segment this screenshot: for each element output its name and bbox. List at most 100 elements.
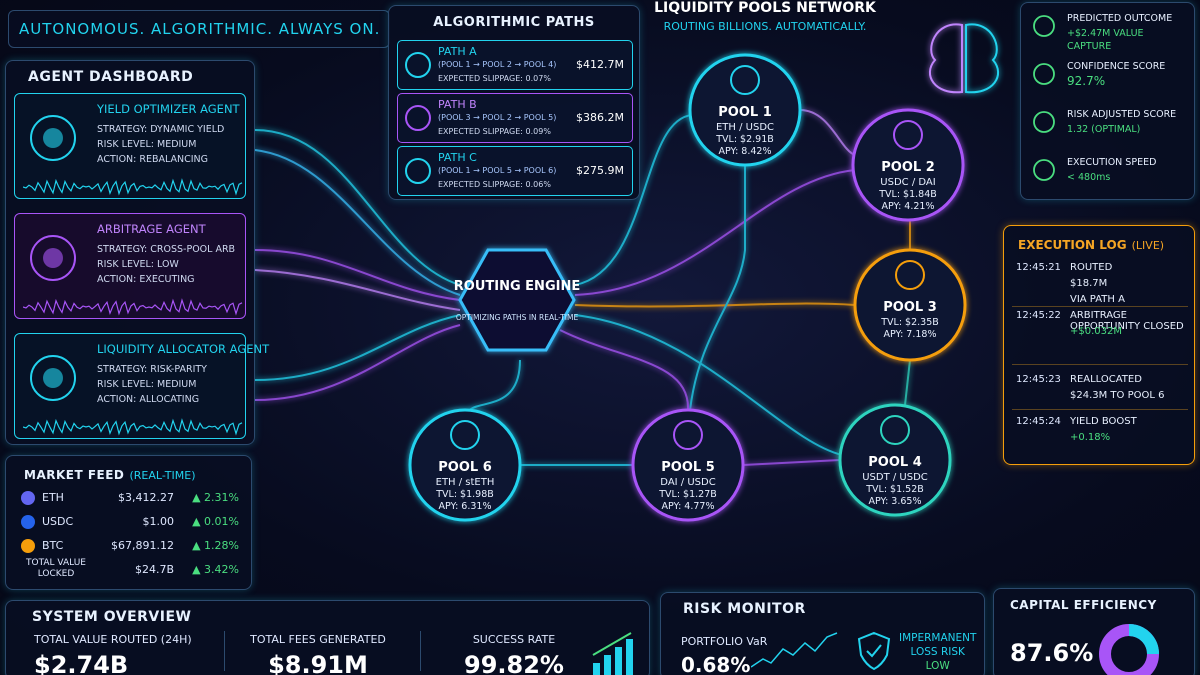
path-name: PATH A bbox=[438, 45, 477, 58]
pool-tvl: TVL: $1.27B bbox=[658, 489, 717, 500]
metric-icon bbox=[1033, 15, 1055, 37]
pool-circle bbox=[853, 248, 967, 362]
metric: RISK ADJUSTED SCORE 1.32 (OPTIMAL) bbox=[1021, 105, 1194, 151]
pool-circle bbox=[851, 108, 965, 222]
metric-icon bbox=[1033, 63, 1055, 85]
icon-core bbox=[43, 248, 63, 268]
log-time: 12:45:23 bbox=[1016, 374, 1061, 385]
panel-title: AGENT DASHBOARD bbox=[28, 69, 194, 85]
waveform bbox=[23, 418, 243, 436]
pool-pair: ETH / stETH bbox=[436, 477, 495, 488]
change: ▲ 1.28% bbox=[192, 539, 239, 552]
var-value: 0.68% bbox=[681, 653, 751, 675]
panel-title: CAPITAL EFFICIENCY bbox=[1010, 598, 1157, 612]
feed-row: BTC $67,891.12 ▲ 1.28% bbox=[6, 536, 251, 558]
price: $24.7B bbox=[134, 563, 174, 576]
log-line: VIA PATH A bbox=[1070, 294, 1125, 305]
log-line: YIELD BOOST bbox=[1070, 416, 1137, 427]
pool-icon bbox=[895, 260, 925, 290]
waveform bbox=[23, 178, 243, 196]
agent-icon bbox=[30, 115, 76, 161]
metric-value: 92.7% bbox=[1067, 74, 1106, 88]
pool-circle bbox=[688, 53, 802, 167]
log-line: +$0.032M bbox=[1070, 326, 1122, 337]
asset-icon bbox=[21, 539, 35, 553]
path-icon bbox=[405, 105, 431, 131]
network-heading: LIQUIDITY POOLS NETWORK ROUTING BILLIONS… bbox=[640, 0, 890, 33]
agent-name: LIQUIDITY ALLOCATOR AGENT bbox=[97, 342, 270, 356]
pool-icon bbox=[450, 420, 480, 450]
metric-label: EXECUTION SPEED bbox=[1067, 157, 1157, 168]
market-feed: MARKET FEED (REAL-TIME) ETH $3,412.27 ▲ 2.… bbox=[5, 455, 252, 590]
icon bbox=[405, 52, 431, 78]
asset: BTC bbox=[42, 539, 64, 552]
feed-heading: MARKET FEED (REAL-TIME) bbox=[24, 464, 195, 483]
metric: CONFIDENCE SCORE 92.7% bbox=[1021, 57, 1194, 103]
metric: PREDICTED OUTCOME +$2.47M VALUE CAPTURE bbox=[1021, 9, 1194, 55]
path-value: $275.9M bbox=[576, 164, 624, 177]
pool-tvl: TVL: $2.35B bbox=[880, 317, 939, 328]
agent-detail: RISK LEVEL: LOW bbox=[97, 259, 179, 270]
price: $1.00 bbox=[142, 515, 175, 528]
icon-ring bbox=[30, 115, 76, 161]
icon bbox=[21, 491, 35, 505]
execution-log: EXECUTION LOG (LIVE) 12:45:21 ROUTED $18.7… bbox=[1003, 225, 1195, 465]
path-value: $412.7M bbox=[576, 58, 624, 71]
pool-name: POOL 2 bbox=[881, 160, 935, 175]
log-heading: EXECUTION LOG (LIVE) bbox=[1018, 234, 1164, 253]
agent-detail: ACTION: REBALANCING bbox=[97, 154, 209, 165]
divider bbox=[1012, 409, 1188, 410]
pool-name: POOL 4 bbox=[868, 455, 922, 470]
metric-value: +$2.47M VALUE CAPTURE bbox=[1067, 28, 1144, 52]
icon-core bbox=[43, 128, 63, 148]
pool-name: POOL 6 bbox=[438, 460, 492, 475]
stat-value: $8.91M bbox=[268, 651, 368, 675]
pool-name: POOL 5 bbox=[661, 460, 715, 475]
data-streams bbox=[254, 109, 911, 466]
agent-detail: ACTION: EXECUTING bbox=[97, 274, 195, 285]
icon-ring bbox=[30, 235, 76, 281]
divider bbox=[1012, 364, 1188, 365]
divider bbox=[420, 631, 421, 671]
system-overview: SYSTEM OVERVIEW TOTAL VALUE ROUTED (24H)… bbox=[5, 600, 650, 675]
path-item: PATH B (POOL 3 → POOL 2 → POOL 5) $386.2M E… bbox=[397, 93, 633, 143]
pool-tvl: TVL: $1.98B bbox=[435, 489, 494, 500]
engine-subtitle: OPTIMIZING PATHS IN REAL-TIME bbox=[456, 313, 579, 322]
pool-name: POOL 3 bbox=[883, 300, 937, 315]
engine-title: ROUTING ENGINE bbox=[454, 279, 580, 294]
path-item: PATH C (POOL 1 → POOL 5 → POOL 6) $275.9M E… bbox=[397, 146, 633, 196]
divider bbox=[224, 631, 225, 671]
header-box: AUTONOMOUS. ALGORITHMIC. ALWAYS ON. bbox=[8, 10, 390, 48]
network-title: LIQUIDITY POOLS NETWORK bbox=[654, 0, 876, 16]
path-name: PATH C bbox=[438, 151, 477, 164]
asset: USDC bbox=[42, 515, 74, 528]
pool-pair: ETH / USDC bbox=[716, 122, 774, 133]
shield-icon bbox=[857, 631, 891, 671]
agent-detail: RISK LEVEL: MEDIUM bbox=[97, 379, 197, 390]
il-line: LOW bbox=[925, 660, 950, 672]
asset-icon bbox=[21, 491, 35, 505]
metric-label: PREDICTED OUTCOME bbox=[1067, 13, 1173, 24]
network-subtitle: ROUTING BILLIONS. AUTOMATICALLY. bbox=[663, 20, 867, 33]
capital-efficiency: CAPITAL EFFICIENCY 87.6% bbox=[993, 588, 1195, 675]
log-line: $18.7M bbox=[1070, 278, 1108, 289]
agent-detail: RISK LEVEL: MEDIUM bbox=[97, 139, 197, 150]
stat-label: SUCCESS RATE bbox=[472, 633, 556, 646]
agent-detail: STRATEGY: CROSS-POOL ARB bbox=[97, 244, 236, 255]
wave-line bbox=[23, 178, 243, 196]
pool-tvl: TVL: $2.91B bbox=[715, 134, 774, 145]
pool-icon bbox=[880, 415, 910, 445]
pool-icon bbox=[673, 420, 703, 450]
feed-row: ETH $3,412.27 ▲ 2.31% bbox=[6, 488, 251, 510]
icon bbox=[21, 539, 35, 553]
wave-line bbox=[23, 418, 243, 436]
algorithmic-paths: ALGORITHMIC PATHS PATH A (POOL 1 → POOL 2… bbox=[388, 5, 640, 200]
pool-pair: DAI / USDC bbox=[660, 477, 715, 488]
feed-row: USDC $1.00 ▲ 0.01% bbox=[6, 512, 251, 534]
